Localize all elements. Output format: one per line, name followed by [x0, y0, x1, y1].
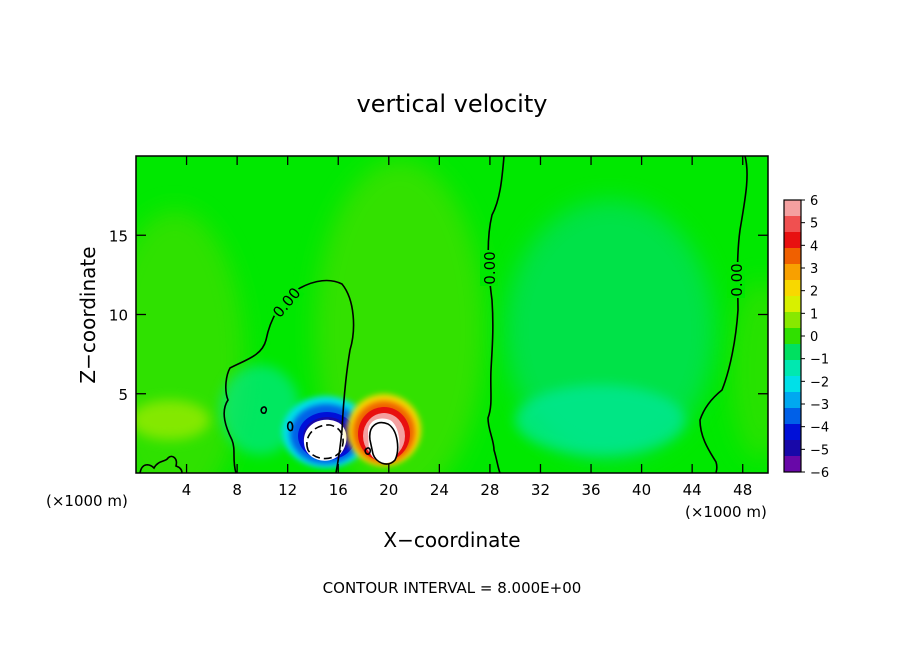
weak-updraft-left: [136, 210, 245, 473]
x-tick-label-36: 36: [581, 481, 600, 499]
colorbar-swatch-12: [784, 392, 801, 409]
weak-updraft-far-right: [730, 280, 768, 460]
field-weak-regions: [136, 160, 768, 473]
colorbar-label-8: −2: [810, 375, 829, 390]
downdraft-band-lower: [515, 385, 685, 455]
chart-title: vertical velocity: [357, 90, 548, 118]
downdraft-saturated-core: [303, 419, 347, 461]
x-tick-label-40: 40: [632, 481, 651, 499]
y-tick-label-5: 5: [118, 386, 128, 404]
contour-label-middle-text: 0.00: [481, 251, 499, 284]
colorbar-swatch-1: [784, 216, 801, 233]
contour-label-right-text: 0.00: [728, 263, 746, 296]
x-tick-label-44: 44: [683, 481, 702, 499]
colorbar-label-10: −4: [810, 421, 829, 436]
x-tick-label-24: 24: [430, 481, 449, 499]
colorbar-swatch-15: [784, 440, 801, 457]
colorbar-label-5: 1: [810, 307, 818, 322]
contour-zero-right: [699, 156, 748, 473]
contour-interval-note: CONTOUR INTERVAL = 8.000E+00: [323, 579, 582, 597]
x-axis-unit-left: (×1000 m): [46, 492, 128, 510]
colorbar-swatch-5: [784, 280, 801, 297]
colorbar-label-1: 5: [810, 217, 818, 232]
contour-small-bottom-left: [139, 455, 183, 473]
colorbar-label-9: −3: [810, 398, 829, 413]
x-tick-label-16: 16: [329, 481, 348, 499]
x-tick-label-20: 20: [379, 481, 398, 499]
colorbar-swatch-7: [784, 312, 801, 329]
updraft-low-left: [136, 400, 210, 440]
x-tick-label-28: 28: [480, 481, 499, 499]
x-tick-label-48: 48: [733, 481, 752, 499]
x-tick-label-32: 32: [531, 481, 550, 499]
updraft-core: [347, 394, 421, 466]
contour-label-middle: 0.00: [480, 250, 499, 286]
colorbar-label-11: −5: [810, 443, 829, 458]
weak-updraft-right: [315, 160, 485, 473]
x-tick-label-4: 4: [182, 481, 192, 499]
plot-area: 0.00 0.00 0.00: [136, 156, 768, 473]
colorbar-label-6: 0: [810, 330, 818, 345]
colorbar-swatch-3: [784, 248, 801, 265]
colorbar-swatch-11: [784, 376, 801, 393]
y-tick-label-15: 15: [109, 227, 128, 245]
colorbar-label-12: −6: [810, 466, 829, 481]
colorbar-swatch-4: [784, 264, 801, 281]
contour-updraft-inner: [368, 421, 399, 465]
x-tick-label-8: 8: [232, 481, 242, 499]
x-tick-label-12: 12: [278, 481, 297, 499]
colorbar-label-0: 6: [810, 194, 818, 209]
colorbar-label-4: 2: [810, 285, 818, 300]
colorbar-swatch-9: [784, 344, 801, 361]
colorbar-swatch-14: [784, 424, 801, 441]
y-tick-label-10: 10: [109, 307, 128, 325]
x-axis-unit-right: (×1000 m): [685, 503, 767, 521]
contour-small-left-1: [260, 406, 268, 414]
colorbar-swatch-13: [784, 408, 801, 425]
colorbar-swatch-2: [784, 232, 801, 249]
colorbar: [783, 199, 802, 473]
contour-zero-middle: [487, 156, 505, 473]
colorbar-swatch-0: [784, 200, 801, 217]
colorbar-label-3: 3: [810, 262, 818, 277]
x-axis-label: X−coordinate: [383, 528, 520, 552]
y-axis-ticks: 5 10 15: [109, 227, 768, 404]
contour-label-right: 0.00: [727, 262, 746, 298]
x-axis-ticks: 4 8 12 16 20 24 28 32 36 40 44 48: [182, 156, 752, 499]
contour-small-left-2: [286, 421, 294, 432]
y-axis-label: Z−coordinate: [76, 246, 100, 383]
colorbar-swatch-6: [784, 296, 801, 313]
colorbar-labels: 6 5 4 3 2 1 0 −1 −2 −3 −4 −5 −6: [801, 194, 829, 481]
colorbar-swatch-16: [784, 456, 801, 473]
colorbar-swatch-8: [784, 328, 801, 345]
downdraft-band-left: [220, 365, 300, 455]
colorbar-label-7: −1: [810, 353, 829, 368]
colorbar-label-2: 4: [810, 239, 818, 254]
contour-updraft-small: [364, 447, 372, 455]
colorbar-swatch-10: [784, 360, 801, 377]
updraft-saturated-core: [368, 418, 400, 464]
contour-downdraft-dashed: [306, 424, 344, 460]
